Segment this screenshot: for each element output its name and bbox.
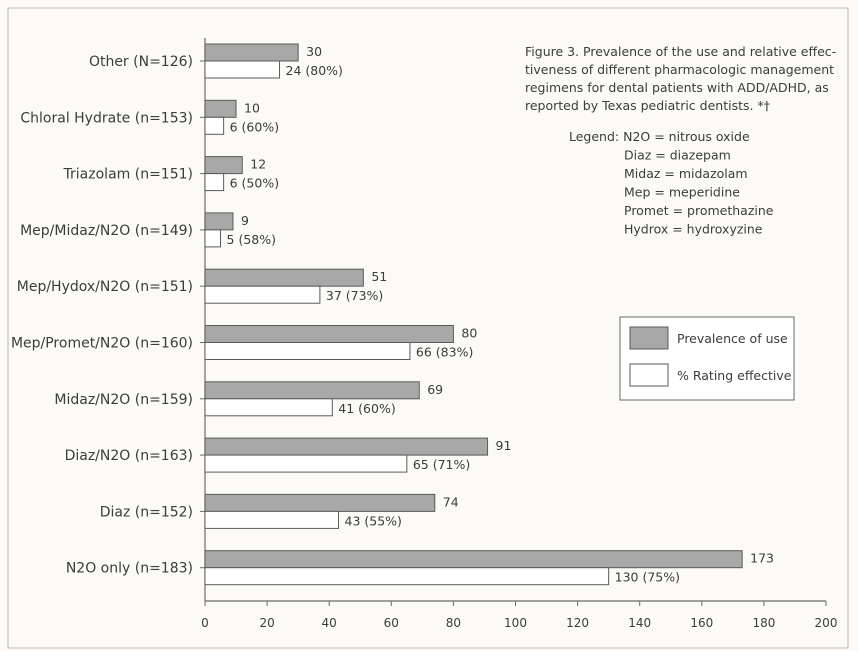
caption-line: reported by Texas pediatric dentists. *† xyxy=(525,98,770,113)
abbreviation-item: Diaz = diazepam xyxy=(624,148,731,163)
prevalence-bar xyxy=(205,382,419,399)
effective-bar xyxy=(205,230,221,247)
effective-bar xyxy=(205,117,224,134)
category-label: Diaz (n=152) xyxy=(100,504,193,520)
figure-caption: Figure 3. Prevalence of the use and rela… xyxy=(525,44,836,113)
abbreviation-item: Midaz = midazolam xyxy=(624,166,748,181)
category-label: Mep/Promet/N2O (n=160) xyxy=(11,336,193,352)
effective-value-label: 41 (60%) xyxy=(338,401,395,416)
prevalence-bar xyxy=(205,494,435,511)
x-tick-label: 80 xyxy=(446,616,461,630)
x-tick-label: 0 xyxy=(201,616,209,630)
x-tick-label: 160 xyxy=(690,616,713,630)
prevalence-value-label: 9 xyxy=(241,213,249,228)
abbreviation-item: Hydrox = hydroxyzine xyxy=(624,222,763,237)
prevalence-bar xyxy=(205,100,236,117)
category-label: Mep/Midaz/N2O (n=149) xyxy=(20,223,193,239)
prevalence-value-label: 30 xyxy=(306,44,322,59)
abbreviation-item: Promet = promethazine xyxy=(624,203,774,218)
category-label: Mep/Hydox/N2O (n=151) xyxy=(17,279,193,295)
prevalence-bar xyxy=(205,44,298,61)
abbreviation-item: Legend: N2O = nitrous oxide xyxy=(569,129,750,144)
effective-value-label: 5 (58%) xyxy=(227,232,276,247)
prevalence-value-label: 51 xyxy=(371,269,387,284)
x-tick-label: 20 xyxy=(259,616,274,630)
effective-value-label: 6 (50%) xyxy=(230,176,279,191)
effective-bar xyxy=(205,286,320,303)
caption-line: regimens for dental patients with ADD/AD… xyxy=(525,80,829,95)
legend-label-effective: % Rating effective xyxy=(677,368,792,383)
category-label: Other (N=126) xyxy=(89,54,193,70)
prevalence-value-label: 173 xyxy=(750,551,774,566)
abbreviation-legend: Legend: N2O = nitrous oxide Diaz = diazep… xyxy=(569,129,774,237)
effective-value-label: 130 (75%) xyxy=(615,570,680,585)
x-tick-label: 140 xyxy=(628,616,651,630)
x-tick-label: 40 xyxy=(322,616,337,630)
legend-swatch-prevalence xyxy=(630,327,668,349)
effective-value-label: 65 (71%) xyxy=(413,457,470,472)
prevalence-value-label: 10 xyxy=(244,100,260,115)
prevalence-bar xyxy=(205,157,242,174)
prevalence-value-label: 12 xyxy=(250,157,266,172)
prevalence-value-label: 74 xyxy=(443,494,459,509)
x-tick-label: 120 xyxy=(566,616,589,630)
x-tick-label: 60 xyxy=(384,616,399,630)
category-label: Triazolam (n=151) xyxy=(63,167,193,183)
series-legend: Prevalence of use % Rating effective xyxy=(620,317,794,400)
x-tick-label: 200 xyxy=(815,616,838,630)
abbreviation-item: Mep = meperidine xyxy=(624,185,740,200)
category-label: Diaz/N2O (n=163) xyxy=(65,448,193,464)
x-tick-label: 100 xyxy=(504,616,527,630)
effective-bar xyxy=(205,399,332,416)
category-label: Chloral Hydrate (n=153) xyxy=(20,110,193,126)
prevalence-value-label: 80 xyxy=(461,326,477,341)
prevalence-value-label: 91 xyxy=(496,438,512,453)
effective-bar xyxy=(205,455,407,472)
effective-value-label: 24 (80%) xyxy=(286,63,343,78)
legend-label-prevalence: Prevalence of use xyxy=(677,331,788,346)
caption-line: tiveness of different pharmacologic mana… xyxy=(525,62,834,77)
prevalence-bar xyxy=(205,213,233,230)
x-tick-label: 180 xyxy=(752,616,775,630)
effective-value-label: 37 (73%) xyxy=(326,288,383,303)
prevalence-bar xyxy=(205,269,363,286)
effective-value-label: 66 (83%) xyxy=(416,345,473,360)
category-label: Midaz/N2O (n=159) xyxy=(54,392,193,408)
prevalence-value-label: 69 xyxy=(427,382,443,397)
caption-line: Figure 3. Prevalence of the use and rela… xyxy=(525,44,836,59)
prevalence-bar xyxy=(205,438,488,455)
effective-bar xyxy=(205,174,224,191)
effective-bar xyxy=(205,343,410,360)
legend-swatch-effective xyxy=(630,364,668,386)
category-label: N2O only (n=183) xyxy=(66,561,193,577)
effective-bar xyxy=(205,568,609,585)
prevalence-bar xyxy=(205,551,742,568)
prevalence-bar xyxy=(205,326,453,343)
effective-bar xyxy=(205,61,280,78)
effective-value-label: 6 (60%) xyxy=(230,119,279,134)
effective-bar xyxy=(205,511,339,528)
effective-value-label: 43 (55%) xyxy=(345,513,402,528)
